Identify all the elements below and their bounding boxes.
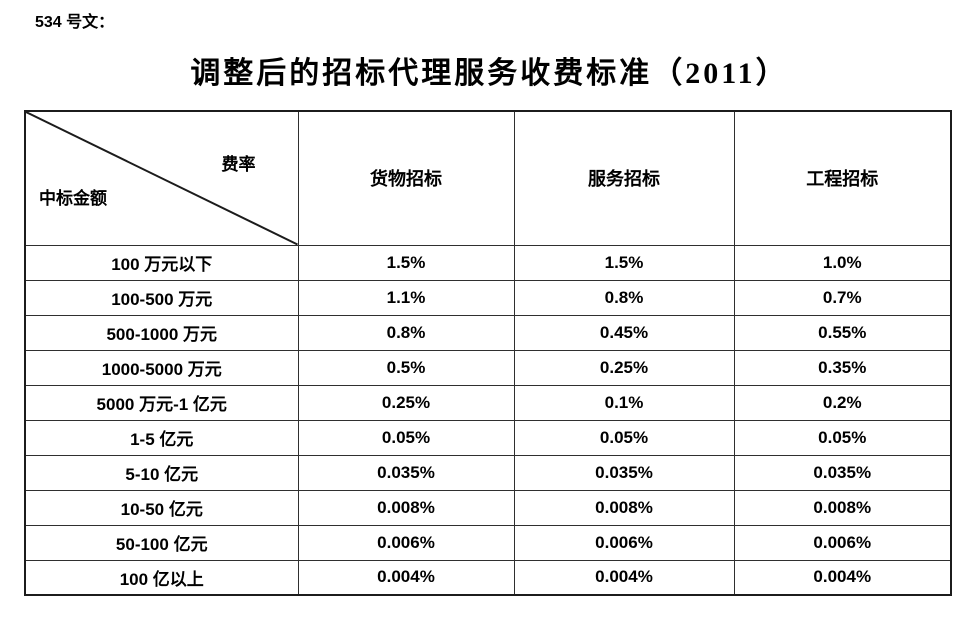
table-row: 50-100 亿元 0.006% 0.006% 0.006% [24,524,952,561]
fee-cell: 0.2% [733,384,952,421]
row-label: 5-10 亿元 [24,454,299,491]
fee-cell: 0.004% [513,559,735,596]
fee-cell: 0.25% [513,349,735,386]
page-title: 调整后的招标代理服务收费标准（2011） [190,57,789,90]
fee-cell: 0.006% [297,524,515,561]
fee-cell: 0.05% [297,419,515,456]
column-header-service: 服务招标 [513,110,735,246]
fee-cell: 0.004% [297,559,515,596]
fee-cell: 0.008% [297,489,515,526]
fee-cell: 0.05% [513,419,735,456]
table-row: 1-5 亿元 0.05% 0.05% 0.05% [24,419,952,456]
row-label: 5000 万元-1 亿元 [24,384,299,421]
table-row: 100-500 万元 1.1% 0.8% 0.7% [24,279,952,316]
fee-cell: 0.004% [733,559,952,596]
row-label: 1-5 亿元 [24,419,299,456]
fee-cell: 1.0% [733,244,952,281]
fee-cell: 0.006% [733,524,952,561]
fee-cell: 0.8% [513,279,735,316]
row-label: 500-1000 万元 [24,314,299,351]
fee-cell: 0.5% [297,349,515,386]
fee-cell: 1.5% [513,244,735,281]
fee-cell: 0.25% [297,384,515,421]
row-label: 50-100 亿元 [24,524,299,561]
fee-cell: 0.008% [733,489,952,526]
table-row: 500-1000 万元 0.8% 0.45% 0.55% [24,314,952,351]
fee-standard-table: 费率 中标金额 货物招标 服务招标 工程招标 100 万元以下 1.5% 1.5… [24,110,952,596]
fee-cell: 0.55% [733,314,952,351]
row-label: 100-500 万元 [24,279,299,316]
fee-cell: 0.35% [733,349,952,386]
corner-label-rate: 费率 [221,155,256,174]
fee-cell: 0.45% [513,314,735,351]
table-row: 5000 万元-1 亿元 0.25% 0.1% 0.2% [24,384,952,421]
table-row: 5-10 亿元 0.035% 0.035% 0.035% [24,454,952,491]
row-label: 100 亿以上 [24,559,299,596]
fee-cell: 0.035% [513,454,735,491]
fee-cell: 0.006% [513,524,735,561]
table-header-row: 费率 中标金额 货物招标 服务招标 工程招标 [24,110,952,246]
column-header-engineering: 工程招标 [733,110,952,246]
table-row: 100 亿以上 0.004% 0.004% 0.004% [24,559,952,596]
corner-header-cell: 费率 中标金额 [24,110,299,246]
fee-cell: 0.05% [733,419,952,456]
doc-ref-label: 534 号文： [35,14,115,31]
fee-cell: 0.1% [513,384,735,421]
fee-cell: 1.1% [297,279,515,316]
row-label: 1000-5000 万元 [24,349,299,386]
corner-label-amount: 中标金额 [39,188,107,208]
table-row: 100 万元以下 1.5% 1.5% 1.0% [24,244,952,281]
fee-cell: 0.8% [297,314,515,351]
row-label: 10-50 亿元 [24,489,299,526]
column-header-goods: 货物招标 [297,110,515,246]
table-row: 10-50 亿元 0.008% 0.008% 0.008% [24,489,952,526]
fee-cell: 1.5% [297,244,515,281]
table-row: 1000-5000 万元 0.5% 0.25% 0.35% [24,349,952,386]
diagonal-divider-line [26,112,298,245]
fee-cell: 0.7% [733,279,952,316]
fee-cell: 0.008% [513,489,735,526]
fee-cell: 0.035% [297,454,515,491]
row-label: 100 万元以下 [24,244,299,281]
fee-cell: 0.035% [733,454,952,491]
